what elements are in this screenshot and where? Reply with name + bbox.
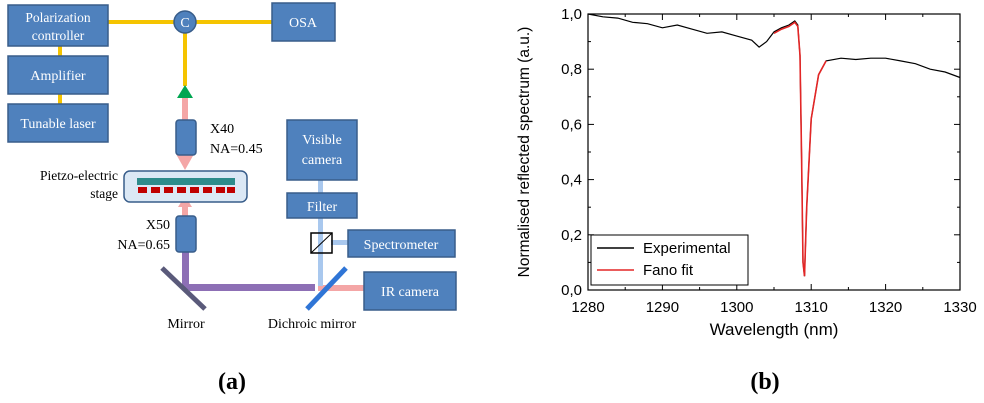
objective-x40-icon (175, 119, 197, 156)
polarization-controller-label-2: controller (32, 28, 85, 43)
y-tick-label: 0,0 (561, 282, 582, 299)
setup-diagram: Polarization controller Amplifier Tunabl… (7, 2, 457, 395)
y-tick-label: 0,8 (561, 61, 582, 78)
ir-camera-box (363, 271, 457, 311)
dichroic-mirror-label: Dichroic mirror (268, 317, 357, 332)
beam-horizontal-purple (189, 284, 315, 291)
circulator-label: C (180, 16, 189, 31)
y-tick-labels: 0,0 0,2 0,4 0,6 0,8 1,0 (561, 6, 582, 299)
green-arrow-icon (177, 85, 193, 98)
spectrum-chart: 0,00,20,40,60,81,0 1280 1290 1300 1310 1320 1… (516, 6, 977, 395)
filter-box (286, 192, 358, 219)
spectrometer-label: Spectrometer (364, 238, 439, 253)
x-tick-label: 1290 (646, 299, 679, 316)
y-tick-label: 1,0 (561, 6, 582, 23)
y-tick-label: 0,4 (561, 172, 582, 189)
legend-box (590, 234, 749, 286)
spectrometer-box (347, 229, 456, 258)
beam-splitter-diagonal (310, 232, 333, 254)
stage-label-2: stage (90, 186, 118, 201)
x50-label: X50 (146, 218, 170, 233)
polarization-controller-label-1: Polarization (25, 10, 90, 25)
legend-label-experimental: Experimental (643, 240, 731, 257)
x-tick-label: 1280 (571, 299, 604, 316)
stage-sample-layer (137, 178, 235, 185)
stage-label-1: Pietzo-electric (40, 168, 118, 183)
x-tick-labels: 1280 1290 1300 1310 1320 1330 (571, 299, 976, 316)
y-tick-label: 0,2 (561, 227, 582, 244)
axis-ticks (587, 13, 961, 291)
series-fano-fit-line (773, 21, 827, 277)
amplifier-box (7, 55, 109, 95)
mirror-label: Mirror (167, 317, 205, 332)
series-experimental-line (587, 13, 961, 277)
objective-x50-icon (175, 215, 197, 253)
tunable-laser-box (7, 103, 109, 143)
mirror-icon (160, 266, 207, 311)
x-tick-label: 1310 (795, 299, 828, 316)
na-065-label: NA=0.65 (117, 238, 170, 253)
dichroic-mirror-icon (305, 266, 348, 311)
beam-blue-spectrometer (331, 240, 348, 245)
x40-label: X40 (210, 122, 234, 137)
x-axis-label: Wavelength (nm) (710, 320, 839, 339)
beam-focus-top (176, 154, 194, 170)
tunable-laser-label: Tunable laser (20, 117, 96, 132)
osa-label: OSA (289, 16, 318, 31)
beam-objective-bottom (182, 207, 188, 216)
beam-splitter-icon (310, 232, 333, 254)
visible-camera-label-1: Visible (302, 133, 342, 148)
x-tick-label: 1320 (869, 299, 902, 316)
series-layer (587, 13, 961, 277)
beam-objective-top (182, 98, 188, 120)
y-axis-label: Normalised reflected spectrum (a.u.) (516, 27, 533, 278)
visible-camera-box (286, 119, 358, 181)
osa-box (271, 2, 336, 42)
legend-label-fano: Fano fit (643, 262, 694, 279)
polarization-controller-box (7, 4, 109, 47)
beam-vertical-purple (182, 252, 189, 290)
filter-label: Filter (307, 200, 338, 215)
beam-ir-pink (318, 285, 364, 291)
amplifier-label: Amplifier (30, 69, 86, 84)
stage-red-blocks (138, 187, 235, 193)
piezo-stage (123, 170, 248, 203)
ir-camera-label: IR camera (381, 285, 440, 300)
x-tick-label: 1300 (720, 299, 753, 316)
circulator-icon (173, 10, 197, 34)
visible-camera-label-2: camera (302, 153, 343, 168)
caption-b: (b) (750, 369, 779, 395)
x-tick-label: 1330 (943, 299, 976, 316)
caption-a: (a) (218, 369, 246, 395)
y-tick-label: 0,6 (561, 116, 582, 133)
na-045-label: NA=0.45 (210, 142, 263, 157)
